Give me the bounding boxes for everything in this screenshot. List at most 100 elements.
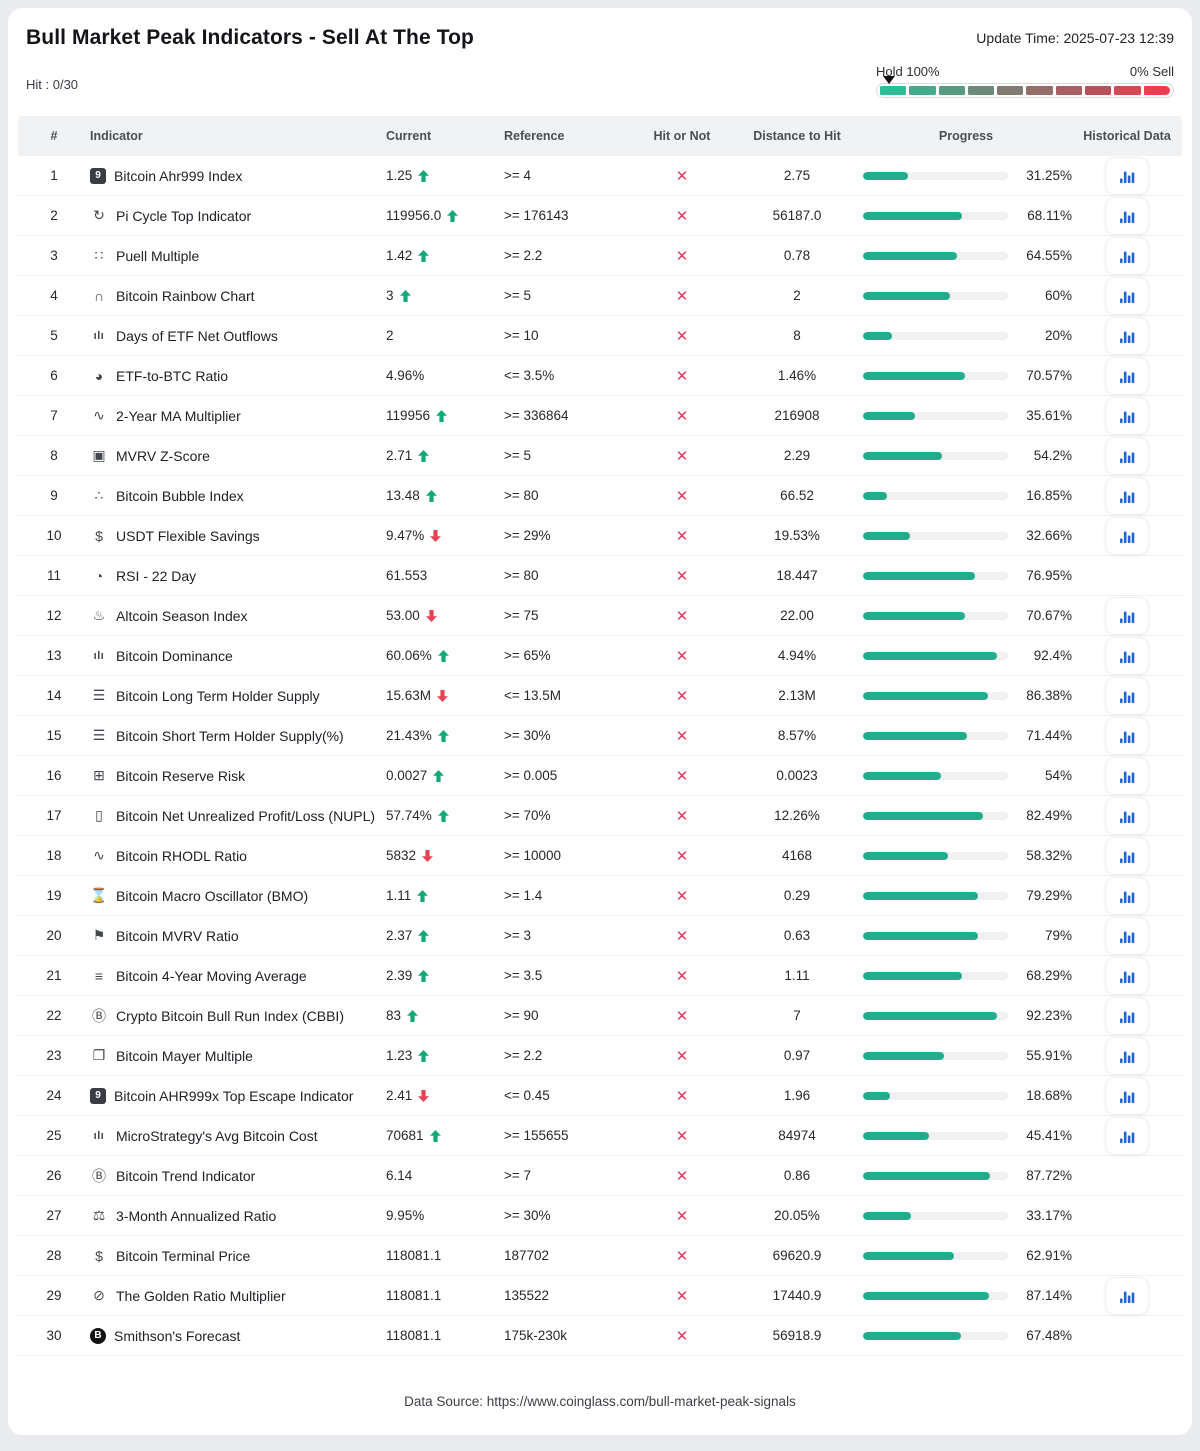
- table-row: 6 ◕ ETF-to-BTC Ratio 4.96% <= 3.5% ✕ 1.4…: [18, 356, 1182, 396]
- gauge-segment: [1026, 86, 1053, 95]
- table-row: 23 ❐ Bitcoin Mayer Multiple 1.23 >= 2.2 …: [18, 1036, 1182, 1076]
- reference-value: >= 155655: [504, 1128, 569, 1143]
- page-title: Bull Market Peak Indicators - Sell At Th…: [26, 26, 474, 49]
- progress-bar: [863, 1091, 1008, 1100]
- historical-data-button[interactable]: [1105, 156, 1149, 195]
- progress-percent: 20%: [1044, 328, 1072, 343]
- current-value: 9.95%: [386, 1208, 425, 1223]
- progress-bar: [863, 691, 1008, 700]
- bar-chart-icon: [1120, 411, 1135, 423]
- row-number: 20: [46, 928, 62, 943]
- reference-value: >= 80: [504, 568, 539, 583]
- col-header-distance: Distance to Hit: [753, 129, 841, 143]
- historical-data-button[interactable]: [1105, 636, 1149, 675]
- current-value: 61.553: [386, 568, 428, 583]
- indicator-name: Bitcoin Trend Indicator: [116, 1167, 256, 1184]
- historical-data-button[interactable]: [1105, 716, 1149, 755]
- indicator-name: Bitcoin RHODL Ratio: [116, 847, 247, 864]
- bar-chart-icon: [1120, 931, 1135, 943]
- distance-value: 1.11: [784, 968, 810, 983]
- distance-value: 0.86: [783, 1168, 811, 1183]
- row-number: 11: [46, 568, 61, 583]
- indicator-name: Bitcoin Short Term Holder Supply(%): [116, 727, 344, 744]
- table-row: 7 ∿ 2-Year MA Multiplier 119956 >= 33686…: [18, 396, 1182, 436]
- col-header-progress: Progress: [938, 129, 994, 143]
- historical-data-button[interactable]: [1105, 196, 1149, 235]
- historical-data-button[interactable]: [1105, 596, 1149, 635]
- indicator-name: MicroStrategy's Avg Bitcoin Cost: [116, 1127, 318, 1144]
- indicator-name: MVRV Z-Score: [116, 447, 210, 464]
- progress-percent: 31.25%: [1026, 168, 1072, 183]
- distance-value: 2: [793, 288, 801, 303]
- table-row: 15 ☰ Bitcoin Short Term Holder Supply(%)…: [18, 716, 1182, 756]
- table-row: 17 ▯ Bitcoin Net Unrealized Profit/Loss …: [18, 796, 1182, 836]
- btc-circle-icon: Ⓑ: [92, 1167, 106, 1184]
- table-row: 19 ⌛ Bitcoin Macro Oscillator (BMO) 1.11…: [18, 876, 1182, 916]
- historical-data-button[interactable]: [1105, 996, 1149, 1035]
- historical-data-button[interactable]: [1105, 1116, 1149, 1155]
- historical-data-button[interactable]: [1105, 436, 1149, 475]
- historical-data-button[interactable]: [1105, 796, 1149, 835]
- distance-value: 2.75: [783, 168, 811, 183]
- progress-bar: [863, 571, 1008, 580]
- current-value: 5832: [386, 848, 504, 863]
- progress-bar: [863, 491, 1008, 500]
- historical-data-button[interactable]: [1105, 276, 1149, 315]
- not-hit-icon: ✕: [675, 527, 689, 545]
- trend-up-icon: [447, 209, 459, 222]
- historical-data-button[interactable]: [1105, 676, 1149, 715]
- table-row: 21 ≡ Bitcoin 4-Year Moving Average 2.39 …: [18, 956, 1182, 996]
- distance-value: 0.63: [783, 928, 811, 943]
- distance-value: 0.29: [783, 888, 811, 903]
- distance-value: 84974: [778, 1128, 816, 1143]
- progress-bar: [863, 971, 1008, 980]
- distance-value: 2.29: [783, 448, 811, 463]
- row-number: 1: [50, 168, 58, 183]
- historical-data-button[interactable]: [1105, 476, 1149, 515]
- distance-value: 0.78: [783, 248, 811, 263]
- bar-chart-icon: [1120, 331, 1135, 343]
- not-hit-icon: ✕: [675, 767, 689, 785]
- reference-value: >= 0.005: [504, 768, 558, 783]
- historical-data-button[interactable]: [1105, 516, 1149, 555]
- historical-data-button[interactable]: [1105, 1076, 1149, 1115]
- historical-data-button[interactable]: [1105, 956, 1149, 995]
- col-header-history: Historical Data: [1083, 129, 1171, 143]
- reference-value: >= 7: [504, 1168, 532, 1183]
- historical-data-button[interactable]: [1105, 396, 1149, 435]
- historical-data-button[interactable]: [1105, 756, 1149, 795]
- puell-scatter-icon: ∷: [94, 247, 104, 263]
- row-number: 17: [46, 808, 62, 823]
- row-number: 26: [46, 1168, 62, 1183]
- progress-percent: 64.55%: [1026, 248, 1072, 263]
- historical-data-button[interactable]: [1105, 236, 1149, 275]
- current-value: 70681: [386, 1128, 504, 1143]
- progress-percent: 45.41%: [1026, 1128, 1072, 1143]
- row-number: 4: [50, 288, 58, 303]
- historical-data-button[interactable]: [1105, 1036, 1149, 1075]
- not-hit-icon: ✕: [675, 1287, 689, 1305]
- reference-value: >= 176143: [504, 208, 569, 223]
- progress-bar: [863, 211, 1008, 220]
- historical-data-button[interactable]: [1105, 356, 1149, 395]
- flame-icon: ♨: [92, 607, 106, 623]
- progress-bar: [863, 1171, 1008, 1180]
- historical-data-button[interactable]: [1105, 916, 1149, 955]
- historical-data-button[interactable]: [1105, 1276, 1149, 1315]
- terminal-price-icon: $: [95, 1247, 103, 1264]
- row-number: 22: [46, 1008, 62, 1023]
- not-hit-icon: ✕: [675, 1247, 689, 1265]
- current-value: 2.71: [386, 448, 504, 463]
- database-icon: ☰: [92, 727, 106, 743]
- progress-percent: 55.91%: [1026, 1048, 1072, 1063]
- historical-data-button[interactable]: [1105, 836, 1149, 875]
- distance-value: 0.97: [783, 1048, 811, 1063]
- indicator-name: Bitcoin AHR999x Top Escape Indicator: [114, 1087, 354, 1104]
- bar-chart-icon: [1120, 251, 1135, 263]
- reference-value: >= 30%: [504, 1208, 551, 1223]
- historical-data-button[interactable]: [1105, 876, 1149, 915]
- distance-value: 12.26%: [774, 808, 820, 823]
- historical-data-button[interactable]: [1105, 316, 1149, 355]
- row-number: 14: [46, 688, 62, 703]
- current-value: 9.47%: [386, 528, 504, 543]
